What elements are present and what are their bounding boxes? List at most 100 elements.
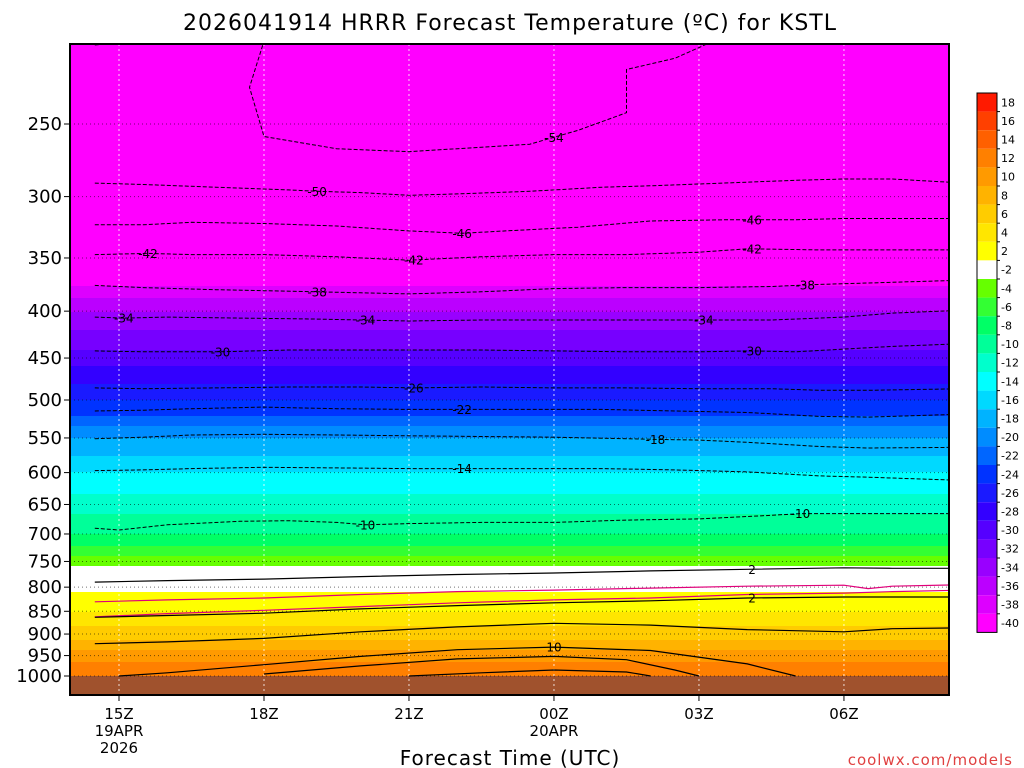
contour-label: -10: [356, 518, 376, 532]
pressure-tick-label: 250: [28, 114, 62, 135]
shading-band: [70, 256, 949, 259]
shading-band: [70, 74, 949, 77]
isotherm-line: [94, 248, 949, 261]
shading-band: [70, 314, 949, 317]
isotherm-contours: [94, 44, 949, 677]
time-tick-label: 20APR: [530, 722, 579, 740]
colorbar-swatch: [977, 223, 997, 242]
shading-band: [70, 444, 949, 447]
colorbar-swatch: [977, 111, 997, 131]
shading-band: [70, 268, 949, 271]
shading-band: [70, 422, 949, 425]
shading-band: [70, 206, 949, 209]
colorbar-swatch: [977, 520, 997, 540]
pressure-tick-label: 450: [28, 348, 62, 369]
time-tick-label: 21Z: [394, 705, 423, 723]
shading-band: [70, 56, 949, 59]
shading-band: [70, 664, 949, 667]
shading-band: [70, 468, 949, 471]
colorbar-swatch: [977, 372, 997, 391]
shading-band: [70, 630, 949, 633]
shading-band: [70, 158, 949, 161]
shading-band: [70, 396, 949, 399]
shading-band: [70, 84, 949, 87]
contour-label: -38: [795, 279, 815, 293]
colorbar-label: -34: [1001, 561, 1019, 574]
contour-label: -18: [646, 433, 666, 447]
time-tick-label: 19APR: [95, 722, 144, 740]
shading-band: [70, 48, 949, 51]
colorbar-swatch: [977, 539, 997, 558]
shading-band: [70, 382, 949, 385]
shading-band: [70, 108, 949, 111]
shading-band: [70, 660, 949, 663]
colorbar-label: 16: [1001, 115, 1015, 128]
time-tick-label: 18Z: [249, 705, 278, 723]
shading-band: [70, 128, 949, 131]
pressure-tick-label: 950: [28, 646, 62, 667]
shading-band: [70, 586, 949, 589]
credit-text[interactable]: coolwx.com/models: [848, 751, 1013, 768]
shading-band: [70, 414, 949, 417]
shading-band: [70, 404, 949, 407]
shading-band: [70, 148, 949, 151]
warm-isotherm-line: [118, 646, 796, 677]
contour-label: -34: [356, 314, 376, 328]
shading-band: [70, 188, 949, 191]
shading-band: [70, 172, 949, 175]
shading-band: [70, 520, 949, 523]
shading-band: [70, 650, 949, 653]
time-tick-label: 2026: [100, 739, 138, 757]
pressure-tick-label: 300: [28, 187, 62, 208]
shading-band: [70, 242, 949, 245]
shading-band: [70, 530, 949, 533]
contour-label: -38: [307, 285, 327, 299]
shading-band: [70, 472, 949, 475]
shading-band: [70, 536, 949, 539]
shading-band: [70, 138, 949, 141]
shading-band: [70, 550, 949, 553]
shading-band: [70, 284, 949, 287]
shading-band: [70, 596, 949, 599]
shading-band: [70, 320, 949, 323]
colorbar-legend: 18 16 14 12 10 8 6 4 2 -2 -4 -6 -8 -10 -12 -14 -16 -18 -20…: [976, 92, 1019, 633]
isotherm-line: [94, 433, 949, 449]
contour-labels: -54 -50 -46 -46 -42 -42 -42 -38 -38 -34 -34 -34 -30 -…: [114, 131, 815, 655]
shading-band: [70, 580, 949, 583]
shading-band: [70, 648, 949, 651]
shading-band: [70, 232, 949, 235]
contour-label: -26: [404, 381, 424, 395]
shading-band: [70, 570, 949, 573]
shading-band: [70, 510, 949, 513]
contour-label: -46: [452, 227, 472, 241]
shading-band: [70, 372, 949, 375]
contour-label: -34: [694, 314, 714, 328]
shading-band: [70, 524, 949, 527]
colorbar-label: -38: [1001, 599, 1019, 612]
colorbar-label: -26: [1001, 487, 1019, 500]
shading-band: [70, 560, 949, 563]
colorbar-label: -2: [1001, 264, 1012, 277]
shading-band: [70, 354, 949, 357]
shading-band: [70, 424, 949, 427]
shading-band: [70, 420, 949, 423]
shading-band: [70, 316, 949, 319]
colorbar-swatch: [977, 502, 997, 521]
shading-band: [70, 274, 949, 277]
contour-label: -42: [404, 254, 424, 268]
shading-band: [70, 542, 949, 545]
shading-band: [70, 192, 949, 195]
shading-band: [70, 522, 949, 525]
shading-band: [70, 196, 949, 199]
colorbar-swatch: [977, 558, 997, 577]
shading-band: [70, 260, 949, 263]
shading-band: [70, 514, 949, 517]
shading-band: [70, 220, 949, 223]
shading-band: [70, 162, 949, 165]
shading-band: [70, 228, 949, 231]
shading-band: [70, 528, 949, 531]
ground-fill: [70, 676, 949, 695]
shading-band: [70, 300, 949, 303]
shading-band: [70, 156, 949, 159]
gridlines: [70, 44, 949, 695]
